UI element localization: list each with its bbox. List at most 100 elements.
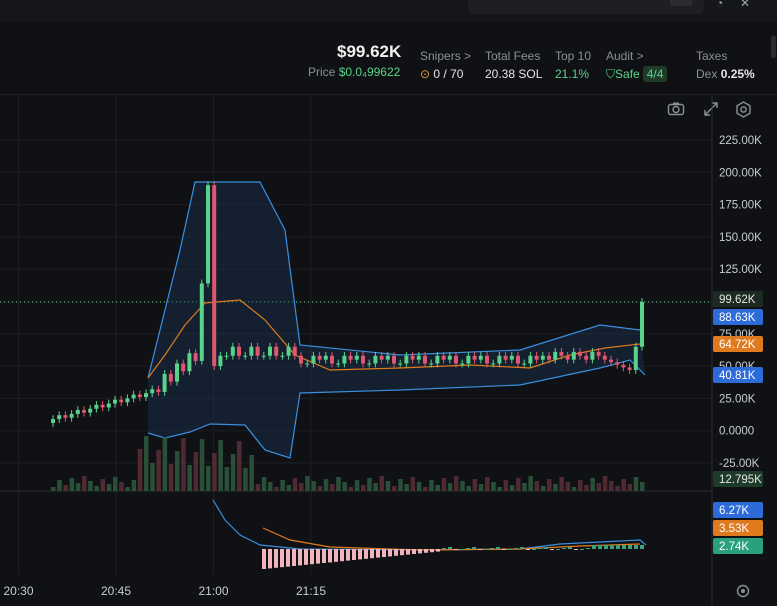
candle-body [199,283,204,361]
scrollbar[interactable] [771,36,776,58]
macd-histogram-bar [466,548,470,549]
volume-bar [255,484,261,491]
y-tick-label: 125.00K [719,264,762,276]
candle-body [602,355,607,360]
volume-bar [571,487,577,491]
candle-body [193,353,198,361]
candle-body [175,363,179,382]
macd-histogram-bar [544,547,548,549]
candle-body [75,410,80,414]
macd-histogram-bar [262,549,266,569]
volume-bar [162,437,168,491]
volume-bars [51,436,645,491]
candle-body [100,404,105,408]
macd-histogram-bar [454,549,458,550]
candle-body [224,355,229,357]
audit-stat[interactable]: Audit > ⛉Safe 4/4 [606,49,668,82]
y-tick-label: 225.00K [719,135,762,147]
volume-bar [590,478,595,491]
volume-bar [528,476,533,491]
candle-body [441,355,446,360]
camera-icon[interactable] [667,101,685,120]
macd-histogram-bar [538,548,542,549]
volume-bar [218,440,223,491]
candle-body [280,355,285,357]
volume-bar [367,478,372,491]
candle-body [596,351,601,356]
volume-bar [342,482,347,491]
search-input[interactable] [468,0,704,14]
candle-body [621,364,626,368]
candle-body [144,393,148,398]
macd-histogram-bar [424,549,428,553]
settings-icon[interactable] [735,101,752,121]
price-chart[interactable]: DBDSDSDBDSMDSDSDSDS 225.00K200.00K175.00… [0,95,777,606]
macd-histogram-bar [280,549,284,568]
volume-bar [398,479,403,491]
volume-bar [317,486,323,491]
macd-histogram-bar [394,549,398,556]
volume-bar [131,480,137,491]
volume-bar [181,438,186,491]
volume-bar [435,485,440,491]
lower-band-tag: 40.81K [713,367,763,383]
candle-body [162,373,167,392]
price-row: Price $0.0₄99622 [308,65,400,79]
expand-icon[interactable] [703,101,719,120]
y-tick-label: 200.00K [719,167,762,179]
volume-bar [175,451,180,491]
volume-bar [547,479,552,491]
candle-body [640,302,644,347]
snipers-stat[interactable]: Snipers > ⊙ 0 / 70 [420,49,471,81]
volume-bar [621,479,626,491]
volume-bar [596,483,602,491]
price-label: Price [308,65,336,79]
volume-bar [361,485,366,491]
ma-tag: 64.72K [713,336,763,352]
volume-bar [144,436,149,491]
close-icon[interactable]: ✕ [740,0,751,10]
volume-bar [156,450,161,491]
macd-histogram-bar [526,549,530,550]
candle-body [206,185,210,284]
candle-body [460,363,465,365]
volume-bar [423,487,428,491]
help-icon[interactable]: ◔ [716,0,724,10]
volume-bar [187,465,192,491]
volume-bar [224,467,230,491]
volume-bar [540,486,546,491]
volume-bar [168,464,174,491]
volume-bar [206,466,211,491]
volume-bar [373,483,378,491]
macd-histogram-bar [514,548,518,549]
macd-histogram-bar [616,545,620,549]
volume-bar [63,485,68,491]
macd-histogram-bar [484,549,488,550]
fees-value: 20.38 SOL [485,67,543,81]
candle-body [261,355,266,357]
volume-bar [633,477,639,491]
macd-histogram-bar [412,549,416,554]
candle-body [578,351,582,356]
macd-histogram-bar [334,549,338,562]
svg-text:12.795K: 12.795K [719,474,762,486]
candle-body [379,355,384,360]
volume-bar [472,479,478,491]
macd-histogram-bar [304,549,308,565]
macd-histogram-bar [634,545,638,549]
shield-icon: ⛉ [606,67,616,81]
candle-body [237,346,241,356]
candle-body [255,346,260,356]
candle-body [416,355,421,360]
candle-body [330,355,334,364]
candle-body [516,355,520,364]
volume-bar [578,480,583,491]
svg-text:6.27K: 6.27K [719,505,749,517]
volume-bar [385,481,391,491]
snipers-value: 0 / 70 [433,67,464,81]
volume-bar [565,482,571,491]
candle-body [88,408,93,413]
candle-body [137,394,142,398]
candle-body [615,362,620,365]
candle-body [528,355,533,364]
